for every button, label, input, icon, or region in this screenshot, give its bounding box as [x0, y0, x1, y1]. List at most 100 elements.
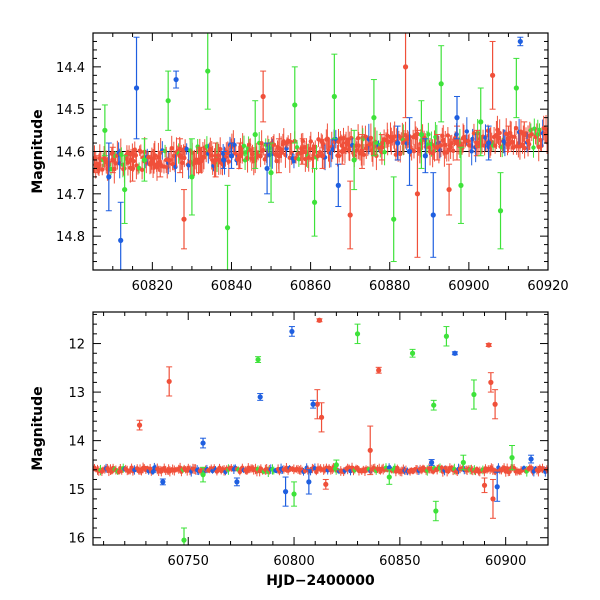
x-tick-label: 60880	[369, 279, 410, 294]
noise-point	[315, 153, 320, 159]
data-point	[391, 216, 397, 222]
data-point	[347, 212, 353, 218]
data-point	[141, 157, 148, 163]
y-tick-label: 14.7	[56, 188, 85, 203]
noise-point	[445, 133, 451, 138]
data-point	[173, 76, 179, 83]
data-point	[331, 93, 337, 100]
x-tick-label: 60750	[168, 554, 209, 569]
data-point	[181, 537, 187, 543]
noise-point	[133, 153, 139, 158]
y-tick-label: 16	[68, 532, 85, 547]
data-point	[236, 153, 242, 159]
noise-point	[259, 141, 264, 146]
data-point	[371, 115, 377, 121]
noise-point	[308, 139, 314, 144]
noise-point	[520, 142, 525, 147]
noise-point	[215, 153, 221, 158]
noise-point	[152, 153, 158, 158]
data-point	[213, 157, 219, 163]
data-point	[422, 153, 428, 159]
data-point	[200, 472, 206, 478]
noise-point	[403, 132, 408, 138]
noise-point	[138, 149, 144, 154]
noise-point	[262, 157, 268, 162]
data-point	[224, 225, 231, 231]
data-point	[443, 333, 450, 339]
y-tick-label: 13	[68, 386, 85, 401]
y-tick-label: 14.4	[56, 61, 85, 76]
data-point	[460, 459, 466, 466]
data-point	[133, 85, 140, 91]
data-point	[316, 317, 323, 323]
data-point	[490, 72, 496, 78]
noise-point	[368, 135, 374, 141]
noise-point	[363, 134, 368, 139]
data-point	[255, 356, 261, 363]
noise-point	[336, 153, 342, 159]
top-panel: 60820 60840 60860 60880 60900 60920 14.4 14.5 14…	[30, 32, 569, 294]
noise-point	[233, 151, 238, 156]
noise-point	[526, 142, 532, 147]
noise-point	[367, 141, 373, 147]
y-tick-label: 15	[68, 483, 85, 498]
data-point	[478, 119, 484, 125]
data-point	[395, 140, 401, 146]
data-point	[505, 136, 512, 142]
noise-point	[349, 135, 354, 141]
noise-point	[440, 133, 445, 138]
data-point	[497, 208, 504, 214]
noise-point	[294, 145, 300, 150]
noise-point	[471, 131, 477, 136]
data-point	[264, 165, 270, 172]
data-point	[354, 331, 361, 337]
data-point	[177, 153, 183, 159]
y-tick-label: 12	[68, 338, 85, 353]
noise-point	[544, 139, 548, 145]
noise-point	[184, 146, 189, 152]
noise-point	[289, 150, 294, 156]
x-axis-title: HJD−2400000	[266, 573, 375, 589]
noise-point	[314, 469, 319, 475]
data-point	[122, 186, 128, 193]
noise-point	[271, 142, 277, 147]
noise-point	[108, 166, 114, 172]
data-point	[376, 367, 382, 373]
data-point	[490, 496, 496, 502]
data-point	[306, 479, 312, 485]
data-point	[481, 482, 488, 488]
bottom-panel: 60750 60800 60850 60900 12 13 14 15 16 Magnitude H…	[30, 311, 549, 589]
noise-point	[182, 155, 187, 161]
noise-point	[531, 145, 536, 150]
data-point	[181, 216, 187, 222]
data-point	[310, 401, 316, 407]
noise-point	[325, 136, 330, 141]
data-point	[471, 391, 477, 398]
data-point	[118, 237, 124, 243]
noise-point	[495, 127, 500, 132]
data-point	[434, 144, 440, 150]
noise-point	[201, 155, 207, 160]
noise-point	[466, 138, 471, 144]
y-tick-label: 14.5	[56, 103, 85, 118]
x-tick-label: 60800	[273, 554, 314, 569]
data-point	[197, 157, 203, 163]
data-point	[386, 474, 392, 480]
data-point	[205, 68, 211, 74]
y-tick-label: 14.8	[56, 230, 85, 245]
noise-point	[186, 163, 191, 168]
data-point	[414, 191, 421, 197]
data-point	[454, 140, 460, 146]
data-point	[157, 161, 163, 167]
x-tick-label: 60920	[527, 279, 568, 294]
data-point	[160, 479, 166, 485]
data-point	[234, 479, 240, 485]
data-point	[220, 157, 227, 163]
x-tick-label: 60850	[379, 554, 420, 569]
data-point	[521, 131, 527, 138]
noise-point	[451, 148, 456, 153]
noise-point	[411, 148, 417, 154]
noise-point	[355, 135, 361, 141]
y-axis-title: Magnitude	[30, 386, 46, 470]
